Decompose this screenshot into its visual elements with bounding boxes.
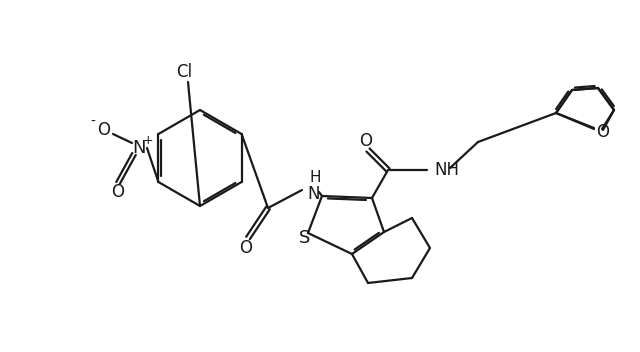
Text: O: O bbox=[360, 132, 372, 150]
Text: O: O bbox=[596, 123, 609, 141]
Text: O: O bbox=[97, 121, 111, 139]
Text: S: S bbox=[300, 229, 310, 247]
Text: N: N bbox=[308, 185, 320, 203]
Text: O: O bbox=[111, 183, 125, 201]
Text: +: + bbox=[143, 133, 154, 146]
Text: NH: NH bbox=[434, 161, 459, 179]
Text: N: N bbox=[132, 139, 146, 157]
Text: H: H bbox=[309, 170, 321, 186]
Text: O: O bbox=[239, 239, 253, 257]
Text: -: - bbox=[91, 115, 95, 129]
Text: Cl: Cl bbox=[176, 63, 192, 81]
